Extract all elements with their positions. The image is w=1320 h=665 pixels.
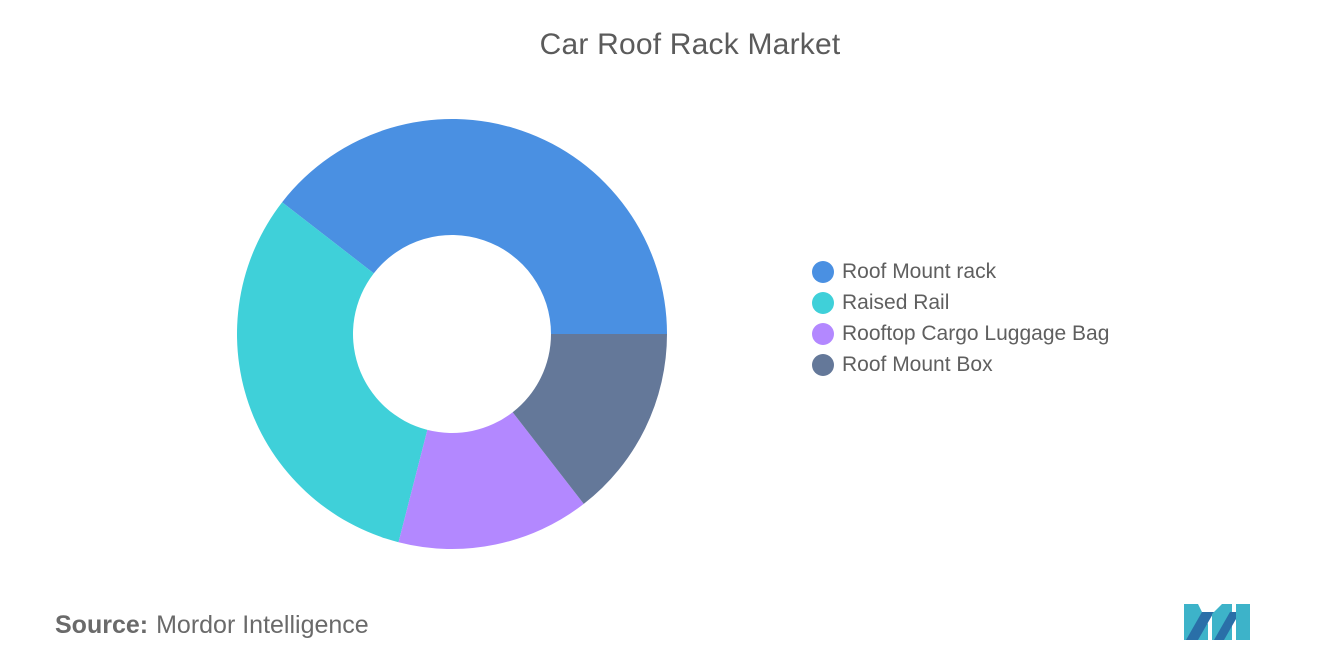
legend-swatch (812, 353, 834, 376)
source-label: Source: (55, 611, 149, 639)
mordor-intelligence-logo-icon (1184, 604, 1250, 640)
legend-swatch (812, 322, 834, 345)
legend-item-roof-mount-rack: Roof Mount rack (812, 256, 1109, 287)
chart-legend: Roof Mount rack Raised Rail Rooftop Cargo … (812, 256, 1109, 380)
legend-item-rooftop-cargo-luggage-bag: Rooftop Cargo Luggage Bag (812, 318, 1109, 349)
legend-swatch (812, 260, 834, 283)
source-text: Mordor Intelligence (156, 611, 369, 639)
legend-swatch (812, 291, 834, 314)
legend-item-roof-mount-box: Roof Mount Box (812, 349, 1109, 380)
legend-label: Roof Mount Box (842, 352, 993, 376)
chart-title: Car Roof Rack Market (539, 28, 841, 61)
legend-label: Raised Rail (842, 290, 950, 314)
slice-rooftop-cargo-luggage-bag (398, 412, 584, 549)
legend-item-raised-rail: Raised Rail (812, 287, 1109, 318)
legend-label: Rooftop Cargo Luggage Bag (842, 321, 1110, 345)
legend-label: Roof Mount rack (842, 259, 997, 283)
slice-roof-mount-box (512, 334, 667, 504)
slice-raised-rail (236, 202, 428, 543)
slice-roof-mount-rack (282, 118, 667, 335)
source-note: Source: Mordor Intelligence (55, 611, 369, 640)
